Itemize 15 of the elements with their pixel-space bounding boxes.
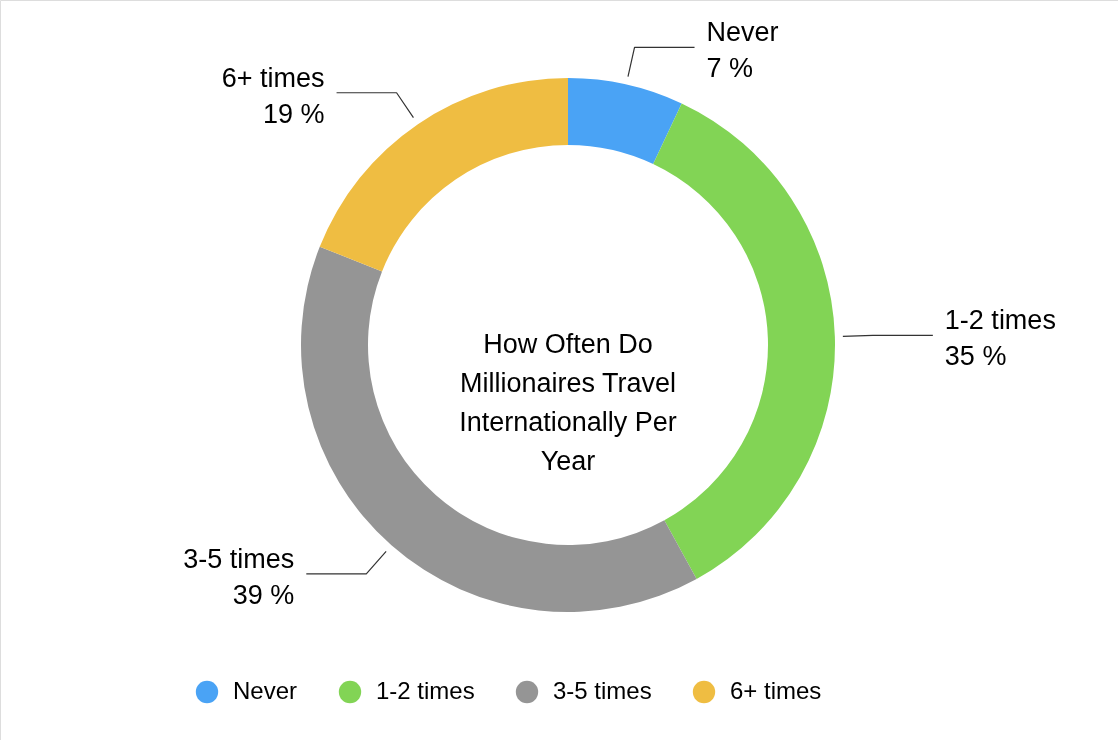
text: How Often Do Millionaires Travel Internationally Per Year xyxy=(459,329,677,476)
data-label: 39 % xyxy=(232,579,295,610)
slice-label: 6+ times xyxy=(221,62,325,93)
legend-label: 6+ times xyxy=(730,677,822,704)
legend-label: Never xyxy=(233,677,298,704)
slice-label: 1-2 times xyxy=(944,305,1056,336)
data-label: 7 % xyxy=(706,53,754,84)
slice-label: 3-5 times xyxy=(183,543,295,574)
legend-label: 1-2 times xyxy=(376,677,475,704)
slice-label: Never xyxy=(706,17,779,48)
donut-slice xyxy=(568,78,682,165)
data-label: 35 % xyxy=(944,341,1007,372)
legend-label: 3-5 times xyxy=(553,677,652,704)
donut-slice xyxy=(301,246,697,612)
data-label: 19 % xyxy=(263,98,325,129)
